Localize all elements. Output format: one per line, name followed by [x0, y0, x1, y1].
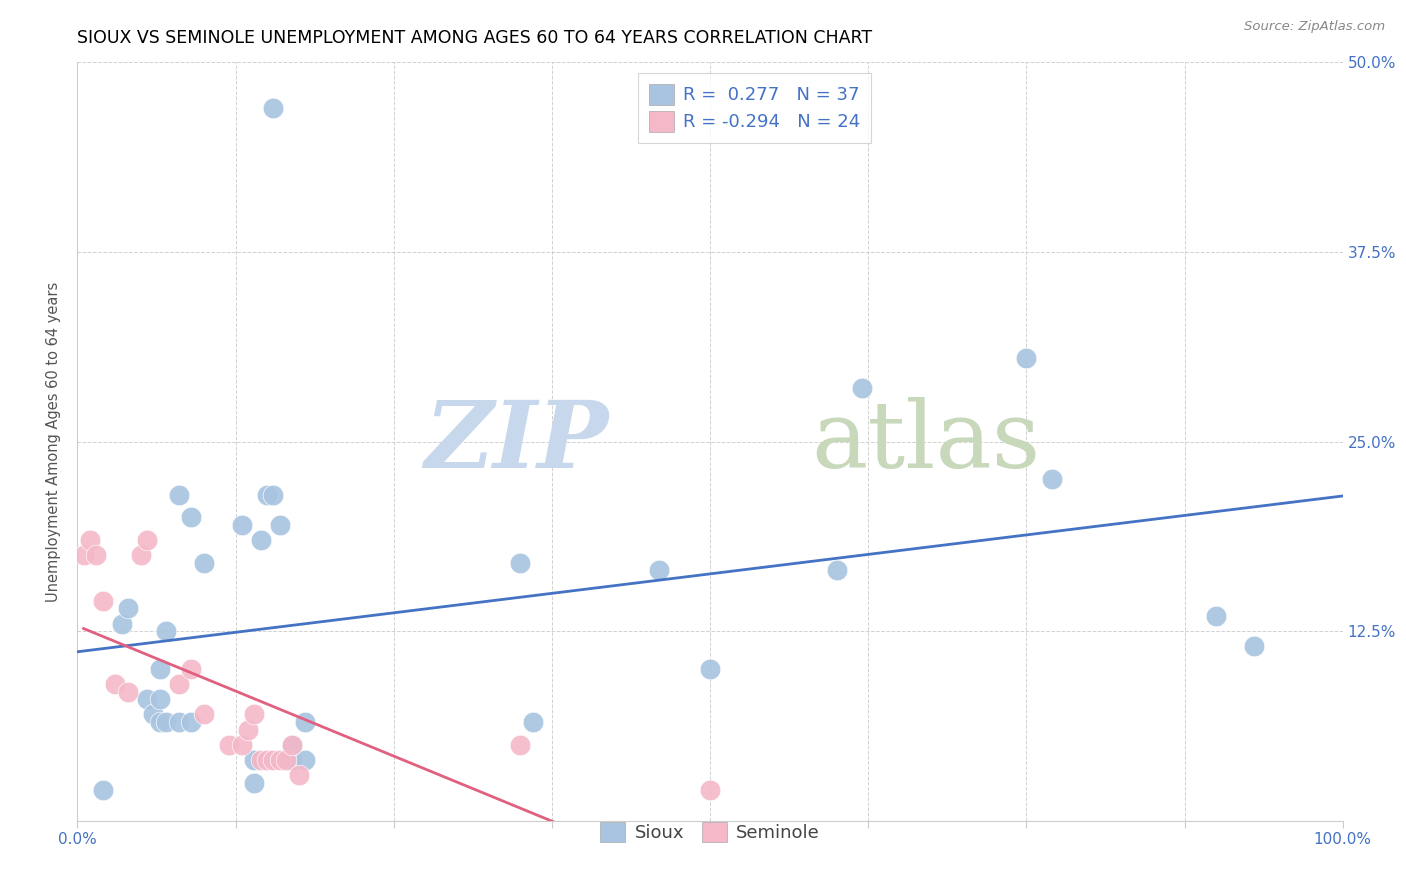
Point [86, 548, 108, 563]
Point [276, 753, 298, 767]
Point [73, 548, 96, 563]
Point [155, 715, 177, 730]
Point [281, 738, 304, 752]
Point [167, 487, 190, 501]
Point [91, 783, 114, 797]
Point [117, 601, 139, 615]
Point [1015, 351, 1038, 366]
Point [238, 723, 260, 737]
Point [281, 738, 304, 752]
Point [136, 533, 159, 548]
Point [269, 517, 291, 532]
Point [509, 738, 531, 752]
Text: atlas: atlas [811, 397, 1040, 486]
Point [149, 692, 172, 706]
Point [193, 707, 215, 722]
Text: SIOUX VS SEMINOLE UNEMPLOYMENT AMONG AGES 60 TO 64 YEARS CORRELATION CHART: SIOUX VS SEMINOLE UNEMPLOYMENT AMONG AGE… [77, 29, 873, 47]
Point [262, 101, 284, 115]
Point [522, 715, 544, 730]
Point [243, 707, 266, 722]
Point [91, 594, 114, 608]
Point [79, 533, 101, 548]
Point [269, 753, 291, 767]
Point [256, 753, 278, 767]
Point [262, 487, 284, 501]
Point [129, 548, 152, 563]
Point [104, 677, 127, 691]
Point [648, 564, 671, 578]
Point [262, 753, 284, 767]
Point [1243, 639, 1265, 653]
Point [1040, 473, 1063, 487]
Point [699, 783, 721, 797]
Point [167, 715, 190, 730]
Point [149, 715, 172, 730]
Point [142, 707, 165, 722]
Text: ZIP: ZIP [425, 397, 609, 486]
Point [294, 753, 316, 767]
Point [1205, 608, 1227, 623]
Point [180, 510, 202, 524]
Point [149, 662, 172, 676]
Legend: Sioux, Seminole: Sioux, Seminole [589, 811, 831, 854]
Point [250, 533, 273, 548]
Y-axis label: Unemployment Among Ages 60 to 64 years: Unemployment Among Ages 60 to 64 years [46, 281, 62, 602]
Point [243, 753, 266, 767]
Point [281, 753, 304, 767]
Point [851, 382, 873, 396]
Point [231, 738, 253, 752]
Point [294, 715, 316, 730]
Point [111, 616, 132, 631]
Point [699, 662, 721, 676]
Point [167, 677, 190, 691]
Point [136, 692, 159, 706]
Point [180, 715, 202, 730]
Point [509, 556, 531, 570]
Point [243, 776, 266, 790]
Point [231, 517, 253, 532]
Point [180, 662, 202, 676]
Text: Source: ZipAtlas.com: Source: ZipAtlas.com [1244, 20, 1385, 33]
Point [250, 753, 273, 767]
Point [193, 556, 215, 570]
Point [256, 487, 278, 501]
Point [287, 768, 309, 782]
Point [218, 738, 240, 752]
Point [117, 685, 139, 699]
Point [155, 624, 177, 639]
Point [825, 564, 848, 578]
